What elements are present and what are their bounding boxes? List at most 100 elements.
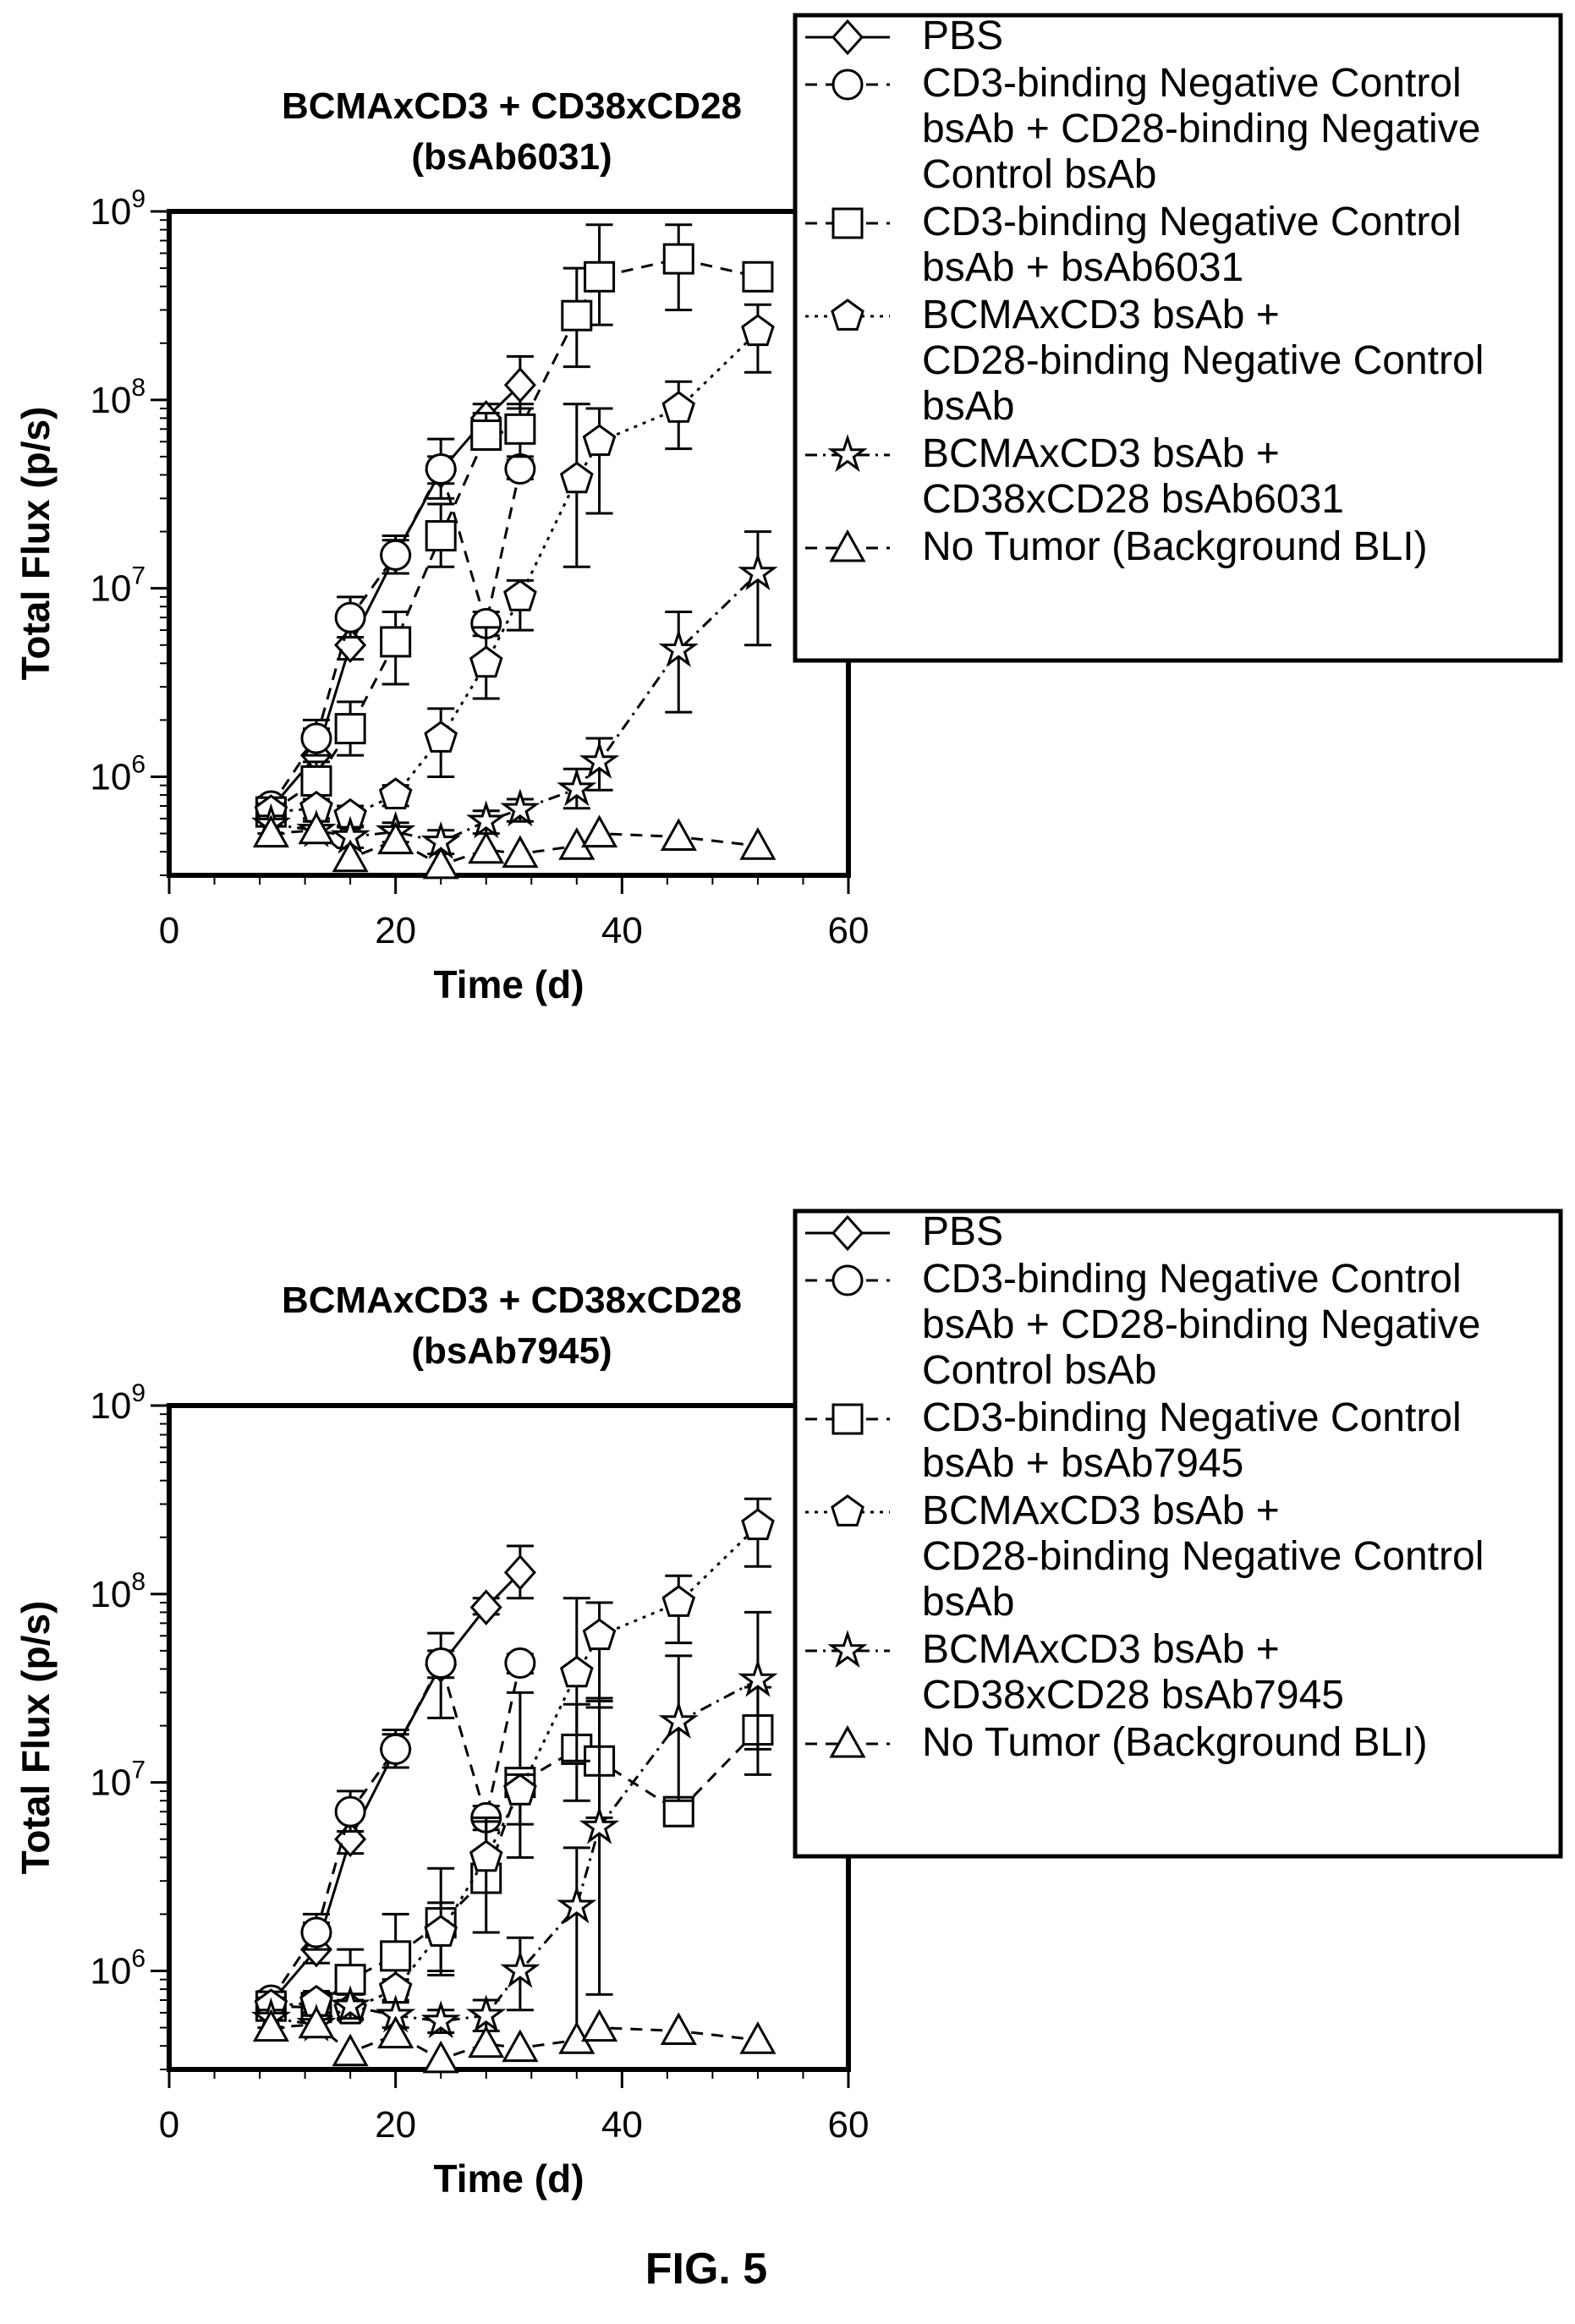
data-point-circle	[300, 1916, 332, 1949]
data-point-star	[466, 1994, 507, 2033]
data-point-square	[561, 299, 593, 332]
data-point-triangle	[660, 818, 697, 851]
legend-entry-line: BCMAxCD3 bsAb +	[922, 293, 1280, 337]
chart-title-line: BCMAxCD3 + CD38xCD28	[282, 1280, 742, 1321]
y-tick-exponent: 7	[131, 1757, 145, 1784]
legend-entry-line: bsAb	[922, 384, 1014, 429]
y-tick-base: 10	[90, 191, 131, 233]
data-point-square	[504, 413, 536, 445]
legend-marker-triangle	[829, 529, 866, 562]
data-point-star	[579, 1806, 620, 1844]
data-point-circle	[334, 601, 366, 633]
legend-marker-triangle	[829, 1724, 866, 1758]
series-pentagon	[254, 1497, 775, 2025]
y-tick-label: 106	[90, 750, 145, 798]
data-point-pentagon	[741, 1508, 775, 1541]
data-point-star	[658, 628, 699, 667]
data-point-pentagon	[741, 314, 775, 347]
data-point-circle	[504, 453, 536, 485]
data-point-triangle	[739, 2021, 777, 2054]
legend-entry-line: CD38xCD28 bsAb7945	[922, 1673, 1344, 1718]
data-point-circle	[380, 539, 412, 571]
x-tick-label: 60	[828, 2104, 870, 2146]
legend-entry-line: CD3-binding Negative Control	[922, 200, 1462, 244]
legend-entry-label: PBS	[922, 14, 1003, 58]
legend-marker-pentagon	[831, 299, 864, 331]
legend-marker-pentagon	[831, 1494, 864, 1526]
data-point-pentagon	[559, 1655, 594, 1688]
legend-entry-label: PBS	[922, 1209, 1003, 1254]
y-tick-label: 107	[90, 562, 145, 610]
legend-entry-line: No Tumor (Background BLI)	[922, 1720, 1428, 1765]
data-point-circle	[334, 1795, 366, 1828]
legend-entry-line: CD28-binding Negative Control	[922, 1534, 1484, 1579]
y-tick-base: 10	[90, 1762, 131, 1804]
x-tick-label: 40	[601, 2104, 643, 2146]
series-triangle	[252, 811, 777, 880]
y-tick-exponent: 9	[131, 1379, 145, 1407]
legend-marker-star	[827, 1630, 868, 1669]
legend-marker-star	[827, 434, 868, 473]
data-point-star	[420, 2000, 461, 2039]
x-tick-label: 0	[159, 910, 179, 951]
legend-entry-line: Control bsAb	[922, 152, 1156, 197]
chart-title-line: (bsAb6031)	[411, 136, 612, 178]
data-point-diamond	[469, 1589, 502, 1625]
data-point-star	[658, 1701, 699, 1739]
data-point-triangle	[660, 2012, 697, 2045]
y-tick-label: 108	[90, 1568, 145, 1615]
data-point-star	[579, 740, 620, 779]
legend-marker-square	[831, 1403, 864, 1435]
y-tick-exponent: 9	[131, 185, 145, 213]
data-point-triangle	[332, 839, 369, 873]
series-line	[270, 257, 759, 814]
data-point-square	[470, 419, 502, 452]
data-point-square	[425, 520, 457, 552]
legend-entry-label: CD3-binding Negative Control bsAb + bsAb7…	[922, 1395, 1462, 1486]
data-point-circle	[425, 1647, 457, 1680]
legend-entry-line: CD3-binding Negative Control	[922, 61, 1462, 106]
chart-panel-1: BCMAxCD3 + CD38xCD28 (bsAb6031)0 20 40 60106…	[14, 13, 1563, 1006]
y-axis-label: Total Flux (p/s)	[14, 1601, 58, 1875]
legend-entry-line: BCMAxCD3 bsAb +	[922, 1627, 1280, 1672]
data-point-star	[500, 1949, 541, 1988]
x-tick-label: 40	[601, 910, 643, 951]
legend-entry-label: CD3-binding Negative Control bsAb + bsAb6…	[922, 200, 1462, 290]
data-point-pentagon	[503, 579, 537, 611]
data-point-triangle	[468, 2025, 505, 2058]
y-tick-exponent: 6	[131, 1944, 145, 1972]
y-tick-base: 10	[90, 1385, 131, 1427]
data-point-pentagon	[469, 645, 503, 678]
data-point-pentagon	[424, 1915, 458, 1947]
data-point-square	[662, 243, 694, 275]
legend-entry-label: CD3-binding Negative Control bsAb + CD28-…	[922, 1257, 1480, 1393]
data-point-star	[738, 1658, 778, 1697]
y-tick-base: 10	[90, 756, 131, 798]
data-point-pentagon	[661, 391, 696, 423]
y-tick-base: 10	[90, 1574, 131, 1615]
legend-entry-line: PBS	[922, 1209, 1003, 1254]
figure-caption: FIG. 5	[645, 2245, 767, 2294]
legend-entry-line: CD38xCD28 bsAb6031	[922, 477, 1344, 522]
legend-entry-line: BCMAxCD3 bsAb +	[922, 431, 1280, 476]
data-point-square	[334, 713, 366, 745]
x-axis-label: Time (d)	[433, 962, 584, 1006]
data-point-triangle	[298, 2005, 335, 2039]
legend-entry-line: No Tumor (Background BLI)	[922, 524, 1428, 569]
data-point-diamond	[503, 1554, 536, 1591]
data-point-circle	[380, 1733, 412, 1765]
legend-entry-line: bsAb + bsAb6031	[922, 245, 1243, 290]
legend-entry-line: bsAb + CD28-binding Negative	[922, 107, 1480, 151]
series-pentagon	[254, 303, 775, 830]
y-tick-label: 109	[90, 1379, 145, 1427]
chart-title: BCMAxCD3 + CD38xCD28 (bsAb7945)	[282, 1280, 742, 1372]
legend-marker-diamond	[831, 19, 864, 56]
data-point-square	[584, 260, 616, 293]
legend-marker-diamond	[831, 1214, 864, 1252]
legend-entry-label: BCMAxCD3 bsAb + CD28-binding Negative Con…	[922, 1488, 1484, 1625]
data-point-triangle	[502, 835, 539, 869]
data-point-diamond	[503, 366, 536, 403]
